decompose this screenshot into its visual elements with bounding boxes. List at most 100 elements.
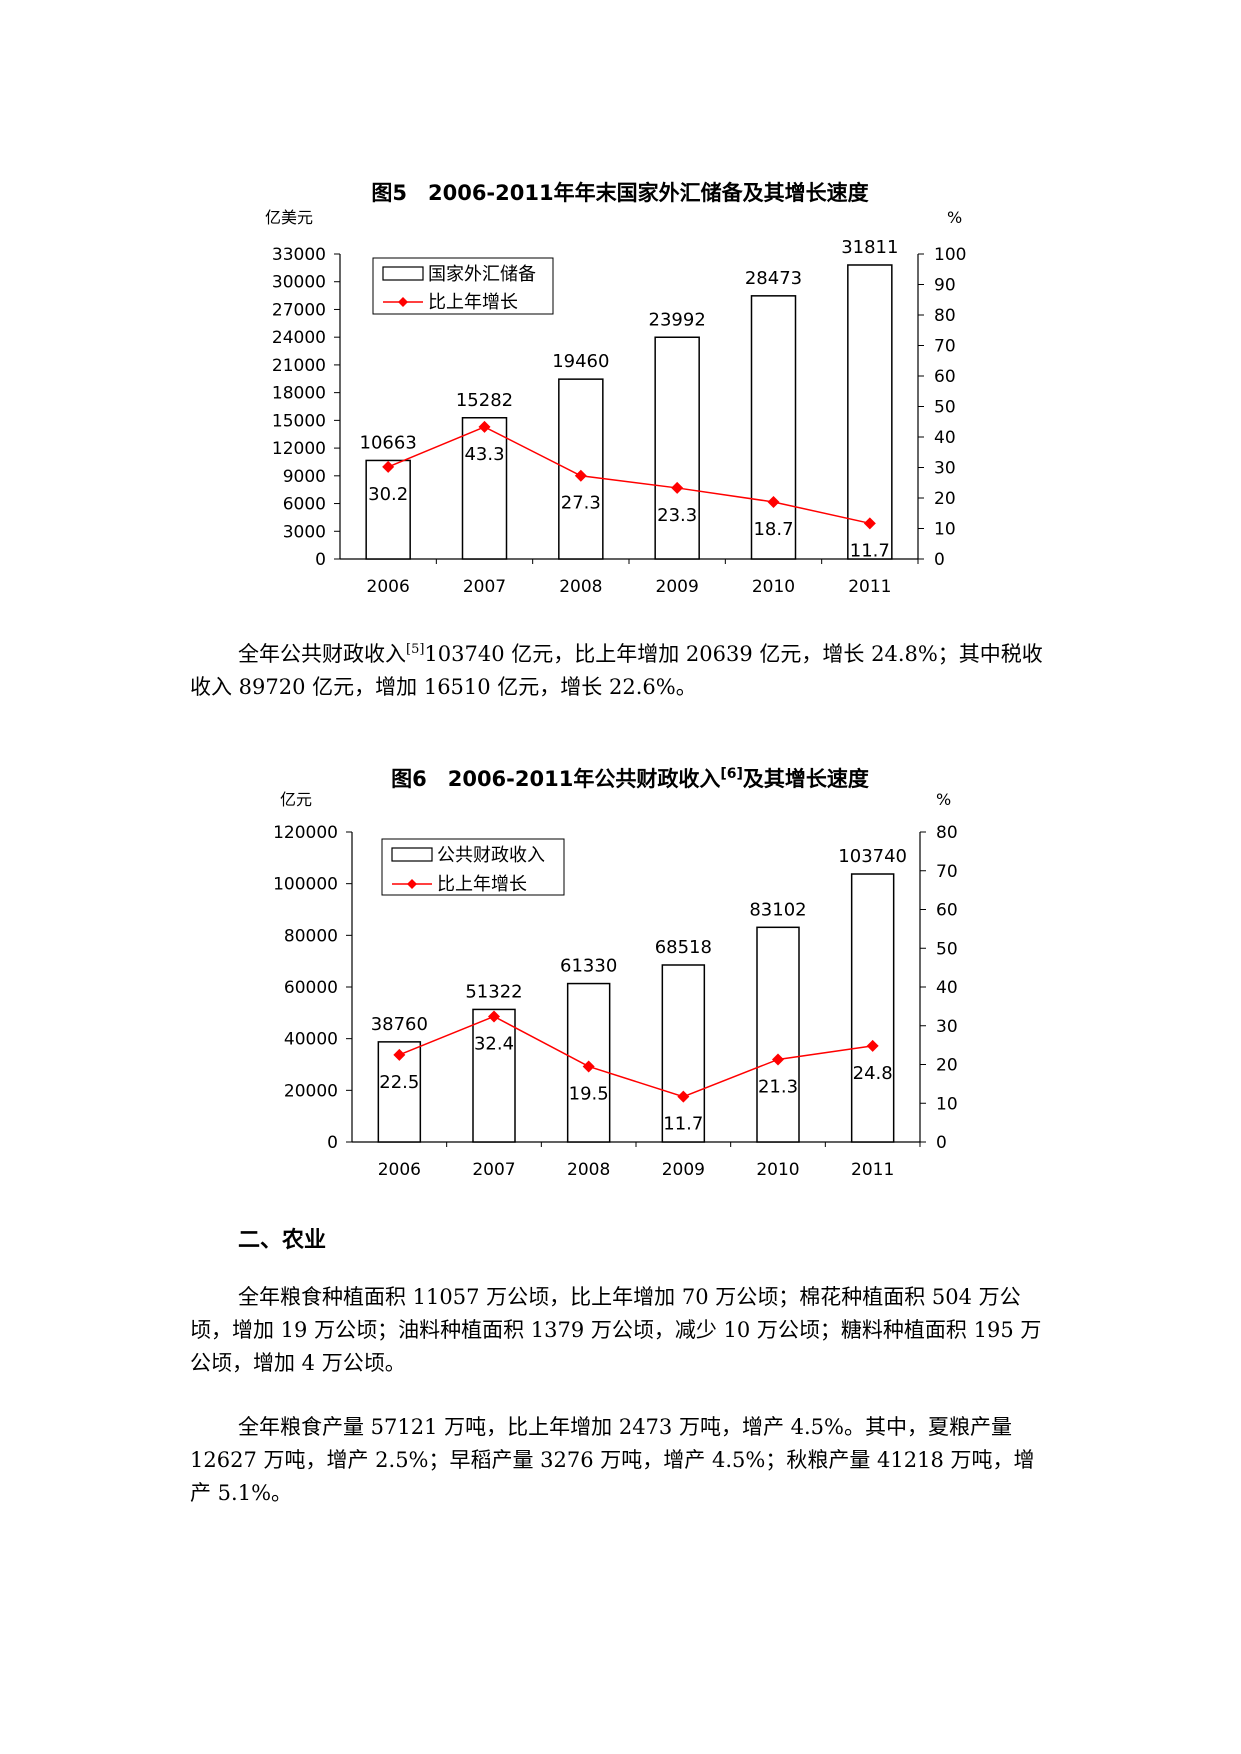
chart-foreign-exchange-reserves: 图5 2006-2011年年末国家外汇储备及其增长速度 亿美元 % 0 3000 6…	[265, 181, 966, 597]
para1-text-b: 103740 亿元，比上年增加 20639 亿元，增长 24.8%；其中税收收入…	[190, 642, 1043, 699]
c2-bar-value-label: 51322	[465, 981, 522, 1002]
c1-left-tick-label: 30000	[272, 273, 326, 293]
c1-bar-value-label: 23992	[649, 309, 706, 330]
c2-x-tick-label: 2010	[756, 1160, 799, 1180]
c2-growth-line	[399, 1015, 873, 1098]
c1-left-tick-label: 24000	[272, 328, 326, 348]
c2-right-tick-label: 50	[936, 939, 958, 959]
c2-right-tick-label: 70	[936, 862, 958, 882]
c1-bar	[558, 378, 604, 560]
c1-right-tick-label: 70	[934, 337, 956, 357]
chart2-legend-bar-swatch	[391, 847, 433, 862]
c1-left-tick-label: 15000	[272, 411, 326, 431]
c2-right-tick-label: 0	[936, 1133, 947, 1153]
c2-bar-value-label: 38760	[371, 1014, 428, 1035]
paragraph-grain-output: 全年粮食产量 57121 万吨，比上年增加 2473 万吨，增产 4.5%。其中…	[190, 1411, 1050, 1510]
chart1-legend-bar-swatch	[382, 266, 424, 281]
c1-growth-point	[863, 517, 876, 530]
c1-left-tick-label: 18000	[272, 384, 326, 404]
chart2-legend-bar-label: 公共财政收入	[437, 845, 545, 866]
c1-left-tick-label: 6000	[283, 495, 326, 515]
c2-bar-value-label: 83102	[749, 899, 806, 920]
c1-x-tick-label: 2006	[367, 577, 410, 597]
chart1-legend-marker	[398, 297, 408, 307]
c2-right-tick-label: 60	[936, 901, 958, 921]
c1-growth-value-label: 27.3	[561, 493, 601, 514]
chart2-title: 图6 2006-2011年公共财政收入[6]及其增长速度	[391, 766, 869, 791]
c2-growth-value-label: 32.4	[474, 1033, 514, 1054]
chart2-legend-marker	[407, 879, 417, 889]
c2-left-tick-label: 0	[327, 1133, 338, 1153]
c1-right-tick-label: 50	[934, 398, 956, 418]
c1-right-tick-label: 80	[934, 306, 956, 326]
c1-right-tick-label: 40	[934, 428, 956, 448]
c1-right-tick-label: 90	[934, 276, 956, 296]
para2-text: 全年粮食种植面积 11057 万公顷，比上年增加 70 万公顷；棉花种植面积 5…	[190, 1285, 1042, 1375]
c1-growth-point	[478, 420, 491, 433]
c1-left-tick-label: 33000	[272, 245, 326, 265]
c1-bar-value-label: 19460	[552, 351, 609, 372]
c2-x-tick-label: 2011	[851, 1160, 894, 1180]
c1-bar-value-label: 15282	[456, 390, 513, 411]
c2-growth-point	[582, 1060, 595, 1073]
c1-right-tick-label: 100	[934, 245, 966, 265]
paragraph-fiscal-revenue: 全年公共财政收入[5]103740 亿元，比上年增加 20639 亿元，增长 2…	[190, 638, 1050, 704]
c2-growth-point	[393, 1048, 406, 1061]
c1-right-tick-label: 20	[934, 489, 956, 509]
c1-growth-value-label: 23.3	[657, 505, 697, 526]
c2-growth-value-label: 22.5	[379, 1072, 419, 1093]
c1-bar-value-label: 31811	[841, 237, 898, 258]
c2-growth-point	[677, 1090, 690, 1103]
c1-left-tick-label: 0	[315, 550, 326, 570]
c1-left-tick-label: 21000	[272, 356, 326, 376]
c2-bar	[756, 926, 800, 1143]
c1-growth-point	[767, 495, 780, 508]
chart2-legend: 公共财政收入 比上年增长	[381, 838, 565, 896]
c1-left-tick-label: 12000	[272, 439, 326, 459]
chart1-legend-bar-label: 国家外汇储备	[428, 264, 536, 285]
footnote-ref-5: [5]	[406, 642, 425, 657]
para3-text: 全年粮食产量 57121 万吨，比上年增加 2473 万吨，增产 4.5%。其中…	[190, 1415, 1035, 1505]
c2-left-tick-label: 120000	[273, 823, 338, 843]
chart1-right-unit: %	[947, 208, 962, 227]
c2-right-tick-label: 40	[936, 978, 958, 998]
c1-right-tick-label: 10	[934, 520, 956, 540]
c2-left-tick-label: 40000	[284, 1030, 338, 1050]
c1-x-tick-label: 2008	[559, 577, 602, 597]
c2-left-tick-label: 20000	[284, 1081, 338, 1101]
c1-left-tick-label: 9000	[283, 467, 326, 487]
c1-growth-point	[574, 469, 587, 482]
c1-bar	[750, 295, 797, 560]
c1-bar	[654, 336, 700, 560]
c1-right-tick-label: 60	[934, 367, 956, 387]
c1-growth-value-label: 30.2	[368, 484, 408, 505]
c1-x-tick-label: 2009	[656, 577, 699, 597]
chart2-right-unit: %	[936, 790, 951, 809]
c1-bar	[365, 459, 411, 560]
c2-growth-point	[772, 1053, 784, 1066]
c1-growth-value-label: 18.7	[753, 519, 793, 540]
c2-growth-point	[488, 1010, 500, 1023]
c1-x-tick-label: 2007	[463, 577, 506, 597]
c2-bar	[850, 873, 895, 1143]
c2-left-tick-label: 80000	[284, 926, 338, 946]
chart2-legend-line-label: 比上年增长	[437, 874, 527, 895]
c2-bar-value-label: 68518	[655, 937, 712, 958]
c1-x-tick-label: 2010	[752, 577, 795, 597]
c2-growth-point	[866, 1039, 879, 1052]
c1-growth-point	[671, 481, 684, 494]
c1-left-tick-label: 3000	[283, 522, 326, 542]
c2-right-tick-label: 10	[936, 1094, 958, 1114]
c1-bar	[847, 264, 893, 560]
c1-bar-value-label: 10663	[360, 432, 417, 453]
para1-text-a: 全年公共财政收入	[238, 642, 406, 666]
chart1-legend-line-label: 比上年增长	[428, 292, 518, 313]
c1-growth-value-label: 11.7	[850, 540, 890, 561]
c1-growth-value-label: 43.3	[464, 444, 504, 465]
c1-right-tick-label: 0	[934, 550, 945, 570]
c2-x-tick-label: 2008	[567, 1160, 610, 1180]
c1-x-tick-label: 2011	[848, 577, 891, 597]
c2-left-tick-label: 60000	[284, 978, 338, 998]
c2-right-tick-label: 20	[936, 1056, 958, 1076]
